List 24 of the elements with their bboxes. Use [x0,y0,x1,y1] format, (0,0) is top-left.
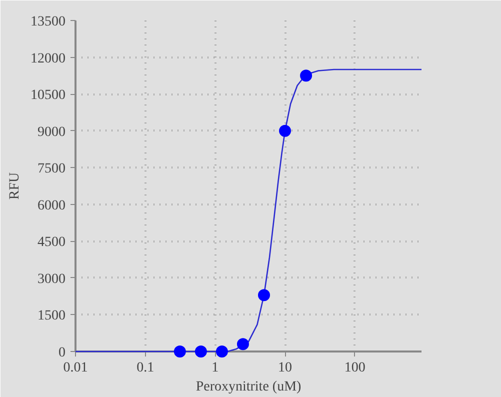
point [300,70,312,82]
x-tick-label: 0.01 [63,360,88,376]
point [258,289,270,302]
y-tick-label: 7500 [38,162,66,177]
x-axis-title: Peroxynitrite (uM) [196,380,302,394]
y-tick-label: 10500 [30,88,66,104]
y-tick-label: 12000 [30,51,66,66]
y-tick-label: 1500 [38,308,66,324]
y-tick-label: 0 [58,346,66,360]
x-tick-label: 100 [344,360,366,376]
y-tick-label: 13500 [30,14,66,30]
point [174,346,186,358]
point [216,346,228,358]
y-tick-label: 9000 [38,124,66,140]
point [279,124,292,137]
y-tick-label: 6000 [38,198,66,214]
point [236,338,249,350]
x-tick-label: 1 [212,360,219,376]
y-tick-label: 3000 [38,272,66,287]
x-tick-label: 10 [278,360,292,376]
x-tick-label: 0.1 [136,360,154,376]
y-axis-title: RFU [8,172,22,200]
y-tick-label: 4500 [38,235,66,250]
point [194,346,207,358]
